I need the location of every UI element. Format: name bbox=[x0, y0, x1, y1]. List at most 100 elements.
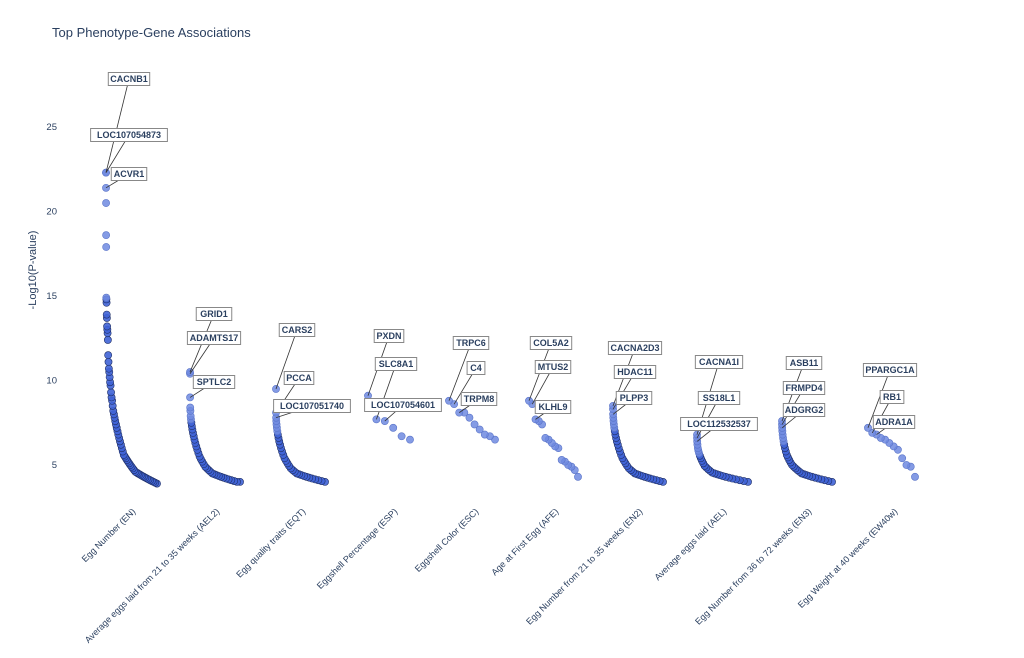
data-point bbox=[911, 472, 919, 481]
annotation-label: GRID1 bbox=[200, 309, 228, 319]
data-point bbox=[475, 425, 484, 434]
data-point bbox=[102, 199, 110, 207]
data-point bbox=[480, 430, 489, 439]
annotation-adamts17: ADAMTS17 bbox=[186, 331, 242, 374]
data-point bbox=[898, 454, 907, 463]
annotation-arrow bbox=[275, 329, 298, 390]
data-point bbox=[389, 423, 398, 432]
annotation-label: PXDN bbox=[376, 331, 401, 341]
annotation-box bbox=[862, 363, 918, 377]
annotation-label: ADAMTS17 bbox=[190, 333, 239, 343]
annotation-label: RB1 bbox=[883, 392, 901, 402]
annotation-label: TRPM8 bbox=[464, 394, 495, 404]
y-tick-label: 5 bbox=[52, 460, 57, 471]
annotation-loc107051740: LOC107051740 bbox=[273, 399, 351, 419]
data-point bbox=[470, 420, 479, 429]
annotation-box bbox=[697, 391, 741, 405]
annotation-label: C4 bbox=[470, 363, 482, 373]
annotation-label: SS18L1 bbox=[703, 393, 736, 403]
annotation-box bbox=[364, 398, 442, 412]
data-point bbox=[186, 403, 195, 412]
data-point bbox=[557, 456, 566, 464]
annotation-label: PLPP3 bbox=[620, 393, 649, 403]
annotation-loc107054873: LOC107054873 bbox=[90, 128, 168, 173]
data-point bbox=[103, 322, 111, 331]
annotation-label: MTUS2 bbox=[538, 362, 569, 372]
annotation-box bbox=[782, 381, 826, 395]
chart-title: Top Phenotype-Gene Associations bbox=[52, 25, 251, 40]
x-tick-label: Average eggs laid (AEL) bbox=[652, 506, 728, 582]
annotation-loc107054601: LOC107054601 bbox=[364, 398, 442, 422]
y-tick-label: 10 bbox=[46, 376, 57, 387]
annotation-box bbox=[680, 417, 758, 431]
annotation-label: CARS2 bbox=[282, 325, 313, 335]
y-tick-label: 15 bbox=[46, 291, 57, 302]
data-point bbox=[397, 432, 406, 441]
annotation-box bbox=[466, 361, 486, 375]
annotation-box bbox=[283, 371, 315, 385]
y-tick-label: 25 bbox=[46, 122, 57, 133]
annotation-arrow bbox=[105, 78, 130, 173]
annotation-plpp3: PLPP3 bbox=[612, 391, 653, 415]
annotation-label: KLHL9 bbox=[539, 402, 568, 412]
annotation-acvr1: ACVR1 bbox=[105, 167, 148, 189]
annotation-label: FRMPD4 bbox=[785, 383, 822, 393]
annotation-box bbox=[107, 72, 151, 86]
annotation-box bbox=[615, 391, 653, 405]
annotation-box bbox=[90, 128, 168, 142]
annotation-box bbox=[192, 375, 236, 389]
x-tick-label: Average eggs laid from 21 to 35 weeks (A… bbox=[83, 506, 222, 645]
annotation-klhl9: KLHL9 bbox=[534, 400, 572, 420]
annotation-box bbox=[195, 307, 233, 321]
data-point bbox=[541, 434, 550, 442]
data-point bbox=[104, 358, 113, 366]
annotation-pcca: PCCA bbox=[275, 371, 315, 413]
annotation-box bbox=[872, 415, 916, 429]
annotation-box bbox=[186, 331, 242, 345]
annotation-sptlc2: SPTLC2 bbox=[189, 375, 236, 398]
annotation-box bbox=[452, 336, 490, 350]
annotation-box bbox=[613, 365, 657, 379]
annotation-loc112532537: LOC112532537 bbox=[680, 417, 758, 442]
y-tick-label: 20 bbox=[46, 207, 57, 218]
annotation-label: CACNB1 bbox=[110, 74, 148, 84]
annotation-box bbox=[110, 167, 148, 181]
annotation-box bbox=[529, 336, 573, 350]
annotation-label: LOC107054873 bbox=[97, 130, 161, 140]
annotation-cars2: CARS2 bbox=[275, 323, 316, 390]
annotation-label: ADGRG2 bbox=[785, 405, 824, 415]
y-axis-label: -Log10(P-value) bbox=[27, 231, 39, 310]
annotation-label: SPTLC2 bbox=[197, 377, 232, 387]
x-tick-label: Egg Number (EN) bbox=[80, 506, 138, 564]
annotation-box bbox=[534, 400, 572, 414]
annotation-adgrg2: ADGRG2 bbox=[781, 403, 826, 429]
annotation-box bbox=[607, 341, 663, 355]
x-tick-label: Egg Weight at 40 weeks (EW40w) bbox=[796, 506, 900, 610]
annotation-hdac11: HDAC11 bbox=[612, 365, 657, 410]
x-tick-label: Eggshell Percentage (ESP) bbox=[315, 506, 400, 591]
annotation-label: ADRA1A bbox=[875, 417, 913, 427]
annotation-box bbox=[879, 390, 905, 404]
data-point bbox=[465, 413, 474, 422]
annotation-label: CACNA2D3 bbox=[610, 343, 659, 353]
annotation-label: CACNA1I bbox=[699, 357, 739, 367]
data-point bbox=[107, 388, 115, 397]
data-point bbox=[102, 243, 111, 251]
annotation-label: PCCA bbox=[286, 373, 312, 383]
x-tick-label: Age at First Egg (AFE) bbox=[489, 506, 560, 577]
annotation-box bbox=[278, 323, 316, 337]
data-point bbox=[102, 231, 111, 240]
annotation-trpm8: TRPM8 bbox=[458, 392, 498, 413]
annotation-label: COL5A2 bbox=[533, 338, 569, 348]
annotation-label: SLC8A1 bbox=[379, 359, 414, 369]
annotation-box bbox=[534, 360, 572, 374]
data-point bbox=[104, 351, 113, 360]
annotation-label: ACVR1 bbox=[114, 169, 145, 179]
annotation-box bbox=[785, 356, 823, 370]
data-point bbox=[186, 393, 194, 402]
annotation-label: LOC107051740 bbox=[280, 401, 344, 411]
data-point bbox=[902, 461, 911, 469]
annotation-box bbox=[460, 392, 498, 406]
annotation-box bbox=[373, 329, 405, 343]
